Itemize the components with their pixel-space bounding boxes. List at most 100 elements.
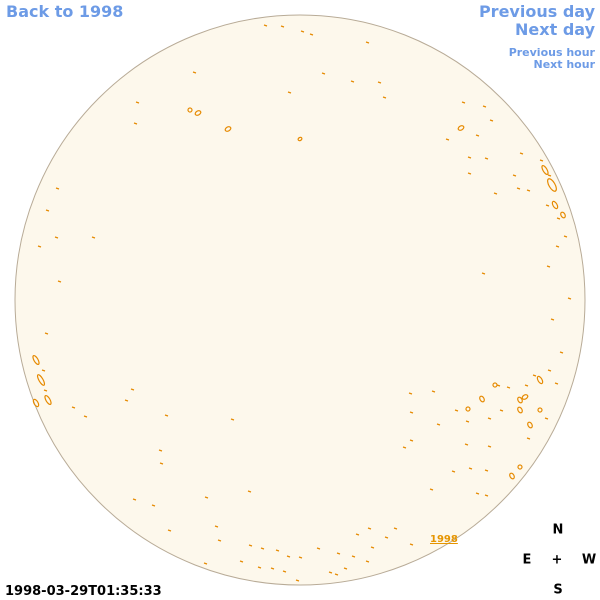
contour	[402, 446, 407, 449]
contour	[350, 80, 355, 83]
contour	[32, 398, 40, 408]
contour	[409, 439, 414, 442]
contour	[408, 392, 413, 395]
contour	[132, 498, 137, 501]
contour	[351, 555, 356, 558]
contour	[367, 527, 372, 530]
contour	[541, 164, 549, 176]
compass-north: N	[553, 523, 564, 538]
contour	[257, 566, 262, 569]
contour	[45, 209, 50, 212]
contour	[547, 369, 552, 372]
contours	[32, 24, 572, 582]
contour	[263, 24, 268, 27]
contour	[475, 492, 480, 495]
contour	[457, 125, 465, 131]
previous-day-link[interactable]: Previous day	[479, 2, 596, 21]
contour	[536, 375, 544, 385]
contour	[37, 245, 42, 248]
contour	[499, 409, 504, 412]
next-day-link[interactable]: Next day	[515, 20, 596, 39]
contour	[91, 236, 96, 239]
contour	[461, 101, 466, 104]
contour	[484, 469, 489, 472]
contour	[133, 122, 138, 125]
contour	[554, 382, 559, 385]
contour	[275, 549, 280, 552]
solar-disk	[14, 14, 586, 586]
contour	[436, 423, 441, 426]
contour	[83, 415, 88, 418]
contour	[239, 560, 244, 563]
contour	[370, 546, 375, 549]
previous-hour-link[interactable]: Previous hour	[509, 46, 596, 59]
contour	[393, 527, 398, 530]
contour	[382, 96, 387, 99]
contour	[431, 390, 436, 393]
compass-center: +	[552, 553, 563, 568]
contour	[467, 156, 472, 159]
contour	[158, 449, 163, 452]
contour	[492, 382, 498, 388]
year-link[interactable]: 1998	[430, 534, 458, 545]
compass-south: S	[553, 583, 562, 598]
contour	[481, 272, 486, 275]
contour	[334, 573, 339, 576]
contour	[545, 204, 550, 207]
contour	[130, 388, 135, 391]
contour	[159, 462, 164, 465]
contour	[343, 567, 348, 570]
contour	[445, 138, 450, 141]
contour	[527, 421, 533, 429]
contour	[512, 174, 517, 177]
contour	[484, 157, 489, 160]
contour	[526, 189, 531, 192]
contour	[321, 72, 326, 75]
contour	[167, 529, 172, 532]
contour	[482, 105, 487, 108]
contour	[36, 374, 46, 386]
contour	[377, 81, 382, 84]
contour	[454, 409, 459, 412]
contour	[489, 119, 494, 122]
contour	[260, 547, 265, 550]
contour	[286, 555, 291, 558]
contour	[519, 152, 524, 155]
contour	[547, 178, 557, 192]
contour	[409, 411, 414, 414]
contour	[532, 374, 537, 377]
contour	[384, 536, 389, 539]
next-hour-link[interactable]: Next hour	[534, 58, 596, 71]
contour	[247, 490, 252, 493]
contour	[517, 464, 523, 470]
contour	[230, 418, 235, 421]
contour	[135, 101, 140, 104]
contour	[517, 396, 523, 404]
contour	[544, 417, 549, 420]
contour	[567, 297, 572, 300]
contour	[71, 406, 76, 409]
contour	[479, 395, 485, 403]
contour	[44, 332, 49, 335]
back-link[interactable]: Back to 1998	[6, 2, 123, 21]
contour	[487, 417, 492, 420]
contour	[298, 556, 303, 559]
contour	[282, 570, 287, 573]
contour	[151, 504, 156, 507]
contour	[57, 280, 62, 283]
contour	[555, 245, 560, 248]
contour	[248, 544, 253, 547]
contour	[487, 445, 492, 448]
contour	[468, 467, 473, 470]
contour	[295, 579, 300, 582]
contour	[41, 369, 46, 372]
contour	[164, 414, 169, 417]
contour	[547, 174, 552, 177]
contour	[54, 236, 59, 239]
contour	[55, 187, 60, 190]
contour	[365, 560, 370, 563]
contour	[451, 470, 456, 473]
contour	[217, 539, 222, 542]
contour	[192, 71, 197, 74]
